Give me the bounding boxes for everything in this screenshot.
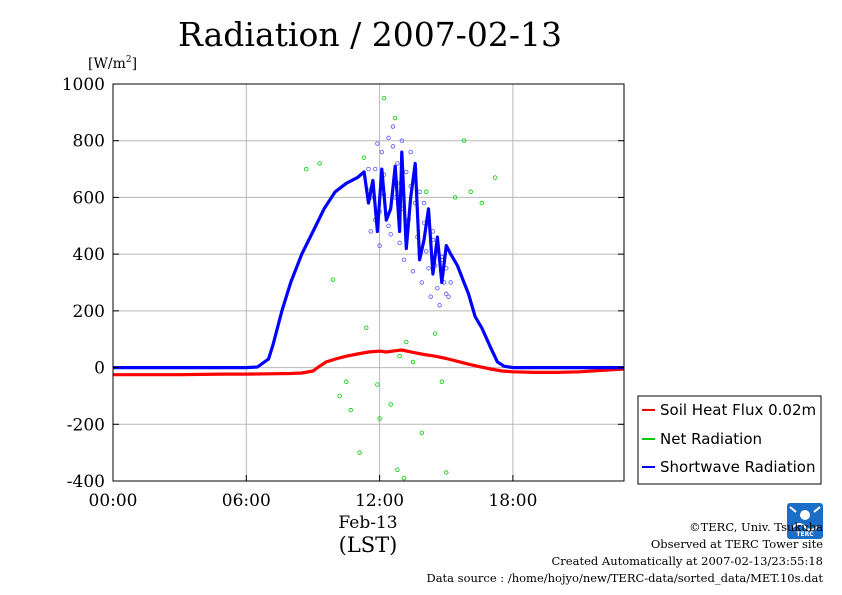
series-point-net-radiation xyxy=(404,339,409,345)
y-unit-exponent: 2 xyxy=(126,55,132,65)
credit-source: Data source : /home/hojyo/new/TERC-data/… xyxy=(426,571,823,585)
series-point-net-radiation xyxy=(337,393,342,399)
plot-area xyxy=(113,95,624,481)
series-point-shortwave-radiation-scatter xyxy=(390,124,396,129)
series-point-shortwave-radiation-scatter xyxy=(404,169,409,175)
series-point-shortwave-radiation-scatter xyxy=(390,144,396,149)
series-point-net-radiation xyxy=(348,407,353,413)
series-point-net-radiation xyxy=(317,161,322,166)
series-point-net-radiation xyxy=(432,331,438,336)
series-point-shortwave-radiation-scatter xyxy=(446,294,451,299)
series-point-shortwave-radiation-scatter xyxy=(419,280,425,285)
series-point-shortwave-radiation-scatter xyxy=(401,257,407,263)
series-point-shortwave-radiation-scatter xyxy=(399,138,405,143)
x-timezone-label: (LST) xyxy=(339,533,398,557)
series-point-net-radiation xyxy=(424,189,429,194)
y-tick-label: -400 xyxy=(67,472,105,492)
x-date-label: Feb-13 xyxy=(338,513,397,533)
series-point-shortwave-radiation-scatter xyxy=(428,294,433,299)
legend-box xyxy=(637,395,822,485)
legend-label-shortwave-radiation: Shortwave Radiation xyxy=(660,458,816,476)
series-point-shortwave-radiation-scatter xyxy=(410,268,416,274)
series-point-net-radiation xyxy=(419,430,425,435)
series-point-net-radiation xyxy=(357,450,362,455)
series-point-net-radiation xyxy=(361,155,367,160)
series-point-shortwave-radiation-scatter xyxy=(366,166,371,172)
series-point-net-radiation xyxy=(410,359,416,365)
series-point-shortwave-radiation-scatter xyxy=(424,249,429,254)
y-unit-suffix: ] xyxy=(132,56,137,72)
series-point-net-radiation xyxy=(397,354,402,359)
legend: Soil Heat Flux 0.02m Net Radiation Short… xyxy=(637,395,822,485)
series-point-net-radiation xyxy=(452,195,458,200)
legend-label-soil-heat-flux: Soil Heat Flux 0.02m xyxy=(660,401,816,419)
series-point-net-radiation xyxy=(364,325,369,331)
terc-logo-icon: TERC xyxy=(787,503,823,539)
axis-labels: -400 -200 0 200 400 600 800 1000 00:00 06:00 12:00… xyxy=(62,75,624,511)
y-tick-label: 600 xyxy=(73,188,105,208)
series-point-net-radiation xyxy=(401,475,407,481)
series-point-net-radiation xyxy=(388,402,393,407)
series-point-shortwave-radiation-scatter xyxy=(395,161,400,166)
series-point-shortwave-radiation-scatter xyxy=(379,149,385,155)
series-point-net-radiation xyxy=(330,277,336,282)
series-point-shortwave-radiation-scatter xyxy=(426,266,431,271)
series-point-shortwave-radiation-scatter xyxy=(386,135,391,141)
series-group xyxy=(113,95,624,481)
logo-text: TERC xyxy=(796,531,814,538)
series-point-shortwave-radiation-scatter xyxy=(397,240,402,245)
series-point-shortwave-radiation-scatter xyxy=(435,285,440,291)
chart-title: Radiation / 2007-02-13 xyxy=(178,15,562,54)
credit-created: Created Automatically at 2007-02-13/23:5… xyxy=(552,554,824,568)
series-point-net-radiation xyxy=(439,379,445,384)
y-unit-prefix: [W/m xyxy=(88,56,126,72)
y-tick-label: 0 xyxy=(94,359,105,379)
series-line-soil-heat-flux-0-02m xyxy=(113,348,624,377)
x-tick-label: 18:00 xyxy=(488,491,537,511)
series-point-net-radiation xyxy=(444,470,449,475)
series-point-net-radiation xyxy=(377,416,382,421)
plot-frame xyxy=(112,83,625,482)
y-tick-label: 400 xyxy=(73,245,105,265)
series-point-net-radiation xyxy=(461,138,467,143)
series-point-shortwave-radiation-scatter xyxy=(437,302,442,308)
series-point-shortwave-radiation-scatter xyxy=(372,166,378,172)
y-tick-label: -200 xyxy=(67,415,105,435)
series-point-shortwave-radiation-scatter xyxy=(421,200,427,206)
x-tick-label: 00:00 xyxy=(89,491,138,511)
y-tick-label: 800 xyxy=(73,132,105,152)
y-tick-label: 1000 xyxy=(62,75,105,95)
legend-label-net-radiation: Net Radiation xyxy=(660,430,762,448)
series-line-shortwave-radiation xyxy=(113,150,624,370)
series-point-net-radiation xyxy=(375,382,380,387)
series-point-shortwave-radiation-scatter xyxy=(386,223,391,228)
series-point-net-radiation xyxy=(468,189,473,194)
series-point-net-radiation xyxy=(492,175,498,180)
series-point-net-radiation xyxy=(344,379,349,384)
series-point-net-radiation xyxy=(381,95,387,101)
series-point-shortwave-radiation-scatter xyxy=(448,280,453,285)
credit-copyright: ©TERC, Univ. Tsukuba xyxy=(689,520,823,534)
y-tick-label: 200 xyxy=(73,302,105,322)
series-point-net-radiation xyxy=(479,200,485,206)
series-point-shortwave-radiation-scatter xyxy=(375,141,380,146)
credit-observed: Observed at TERC Tower site xyxy=(651,537,823,551)
grid-lines xyxy=(112,83,624,482)
series-point-shortwave-radiation-scatter xyxy=(388,232,393,237)
series-point-shortwave-radiation-scatter xyxy=(368,229,373,234)
series-point-net-radiation xyxy=(395,467,400,472)
series-point-net-radiation xyxy=(304,166,309,172)
x-tick-label: 12:00 xyxy=(355,491,404,511)
series-point-net-radiation xyxy=(392,115,398,121)
x-tick-label: 06:00 xyxy=(222,491,271,511)
series-point-shortwave-radiation-scatter xyxy=(408,149,413,155)
y-axis-unit-label: [W/m2] xyxy=(88,55,137,72)
series-point-shortwave-radiation-scatter xyxy=(444,291,449,297)
series-point-shortwave-radiation-scatter xyxy=(377,243,382,248)
series-point-shortwave-radiation-scatter xyxy=(417,189,422,194)
